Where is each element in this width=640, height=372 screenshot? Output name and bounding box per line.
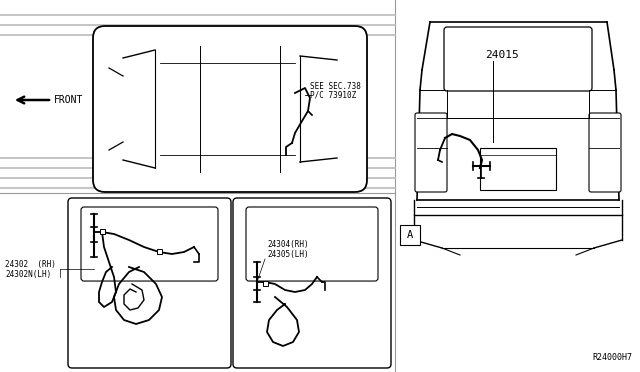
FancyBboxPatch shape <box>415 113 447 192</box>
Text: SEE SEC.738: SEE SEC.738 <box>310 82 361 91</box>
Text: 24302N(LH): 24302N(LH) <box>5 270 51 279</box>
Text: 24304(RH): 24304(RH) <box>267 240 308 248</box>
FancyBboxPatch shape <box>233 198 391 368</box>
Text: A: A <box>407 230 413 240</box>
Bar <box>400 225 420 245</box>
Text: 24015: 24015 <box>485 50 519 60</box>
FancyBboxPatch shape <box>246 207 378 281</box>
Bar <box>100 229 105 234</box>
Bar <box>480 148 556 190</box>
FancyBboxPatch shape <box>93 26 367 192</box>
Text: P/C 73910Z: P/C 73910Z <box>310 91 356 100</box>
Bar <box>263 281 268 286</box>
Text: FRONT: FRONT <box>54 95 83 105</box>
Text: 24305(LH): 24305(LH) <box>267 250 308 260</box>
FancyBboxPatch shape <box>81 207 218 281</box>
FancyBboxPatch shape <box>589 113 621 192</box>
Text: 24302  (RH): 24302 (RH) <box>5 260 56 269</box>
FancyBboxPatch shape <box>68 198 231 368</box>
Bar <box>157 249 162 254</box>
Text: R24000H7: R24000H7 <box>592 353 632 362</box>
FancyBboxPatch shape <box>444 27 592 91</box>
